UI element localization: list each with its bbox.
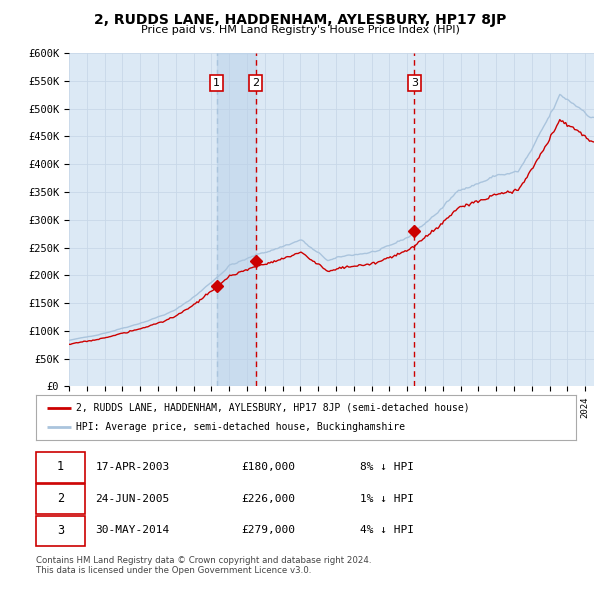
- Text: 8% ↓ HPI: 8% ↓ HPI: [360, 462, 414, 471]
- Text: 2: 2: [252, 78, 259, 88]
- FancyBboxPatch shape: [36, 452, 85, 483]
- Bar: [217, 53, 256, 386]
- Text: £180,000: £180,000: [241, 462, 295, 471]
- Text: 1: 1: [57, 460, 64, 473]
- Text: HPI: Average price, semi-detached house, Buckinghamshire: HPI: Average price, semi-detached house,…: [77, 422, 406, 432]
- Text: 2, RUDDS LANE, HADDENHAM, AYLESBURY, HP17 8JP (semi-detached house): 2, RUDDS LANE, HADDENHAM, AYLESBURY, HP1…: [77, 403, 470, 412]
- Text: 1% ↓ HPI: 1% ↓ HPI: [360, 494, 414, 503]
- Text: 2: 2: [57, 492, 64, 505]
- Text: 24-JUN-2005: 24-JUN-2005: [95, 494, 170, 503]
- Text: £279,000: £279,000: [241, 526, 295, 535]
- Text: 3: 3: [57, 524, 64, 537]
- Text: 17-APR-2003: 17-APR-2003: [95, 462, 170, 471]
- Text: 1: 1: [213, 78, 220, 88]
- FancyBboxPatch shape: [36, 516, 85, 546]
- Text: 3: 3: [411, 78, 418, 88]
- Text: 4% ↓ HPI: 4% ↓ HPI: [360, 526, 414, 535]
- Text: 30-MAY-2014: 30-MAY-2014: [95, 526, 170, 535]
- Text: 2, RUDDS LANE, HADDENHAM, AYLESBURY, HP17 8JP: 2, RUDDS LANE, HADDENHAM, AYLESBURY, HP1…: [94, 13, 506, 27]
- Text: Contains HM Land Registry data © Crown copyright and database right 2024.
This d: Contains HM Land Registry data © Crown c…: [36, 556, 371, 575]
- Text: Price paid vs. HM Land Registry's House Price Index (HPI): Price paid vs. HM Land Registry's House …: [140, 25, 460, 35]
- Text: £226,000: £226,000: [241, 494, 295, 503]
- FancyBboxPatch shape: [36, 484, 85, 514]
